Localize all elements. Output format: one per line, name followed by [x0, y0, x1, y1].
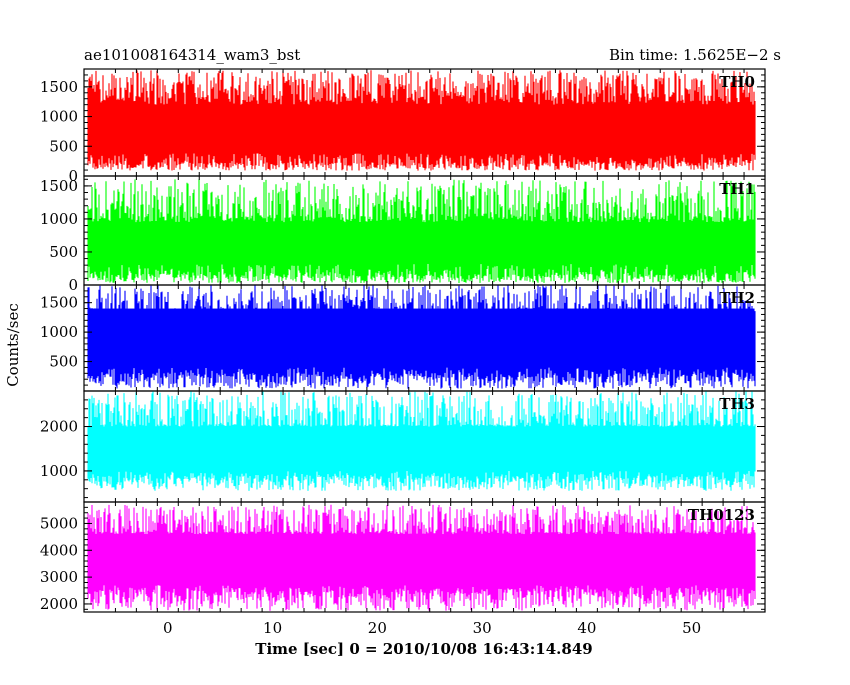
y-tick-label: 1000	[40, 108, 78, 126]
y-tick-label: 1000	[40, 323, 78, 341]
x-tick-label: 0	[163, 619, 173, 637]
panel-frame	[83, 501, 766, 613]
x-tick-label: 20	[368, 619, 387, 637]
panels-group: 0 500 1000 1500 TH0 0 500 1000 1500 TH1 500 1000 150…	[40, 68, 766, 613]
series-core-th1	[88, 222, 755, 264]
y-tick-label: 1500	[40, 294, 78, 312]
panel-label-th1: TH1	[719, 180, 755, 198]
y-tick-label: 1000	[40, 462, 78, 480]
chart-title-right: Bin time: 1.5625E−2 s	[609, 46, 781, 64]
y-axis-label: Counts/sec	[4, 303, 22, 387]
x-tick-label: 40	[577, 619, 596, 637]
y-tick-label: 2000	[40, 595, 78, 613]
x-tick-label: 30	[473, 619, 492, 637]
y-tick-label: 1000	[40, 210, 78, 228]
y-tick-label: 4000	[40, 541, 78, 559]
series-core-th3	[88, 426, 755, 471]
y-tick-label: 5000	[40, 514, 78, 532]
series-core-th2	[88, 308, 755, 368]
panel-label-th3: TH3	[719, 395, 755, 413]
series-core-th0123	[88, 534, 755, 586]
panel-label-th2: TH2	[719, 289, 755, 307]
panel-th0123: 2000 3000 4000 5000 TH0123	[40, 501, 766, 613]
y-tick-label: 1500	[40, 78, 78, 96]
y-tick-label: 500	[49, 243, 78, 261]
panel-label-th0: TH0	[719, 73, 755, 91]
panel-th3: 1000 2000 TH3	[40, 390, 766, 503]
series-core-th0	[88, 104, 755, 154]
y-tick-label: 3000	[40, 568, 78, 586]
panel-th1: 0 500 1000 1500 TH1	[40, 175, 766, 294]
y-tick-label: 1500	[40, 177, 78, 195]
y-tick-label: 0	[68, 167, 78, 185]
panel-th0: 0 500 1000 1500 TH0	[40, 68, 766, 185]
x-tick-label: 50	[682, 619, 701, 637]
y-tick-label: 2000	[40, 418, 78, 436]
chart-title-left: ae101008164314_wam3_bst	[84, 46, 300, 64]
x-axis: 0 10 20 30 40 50	[163, 619, 701, 637]
y-tick-label: 0	[68, 276, 78, 294]
panel-label-th0123: TH0123	[688, 506, 755, 524]
x-tick-label: 10	[263, 619, 282, 637]
x-axis-label: Time [sec] 0 = 2010/10/08 16:43:14.849	[255, 640, 592, 658]
y-tick-label: 500	[49, 353, 78, 371]
y-tick-label: 500	[49, 137, 78, 155]
panel-th2: 500 1000 1500 TH2	[40, 284, 766, 392]
